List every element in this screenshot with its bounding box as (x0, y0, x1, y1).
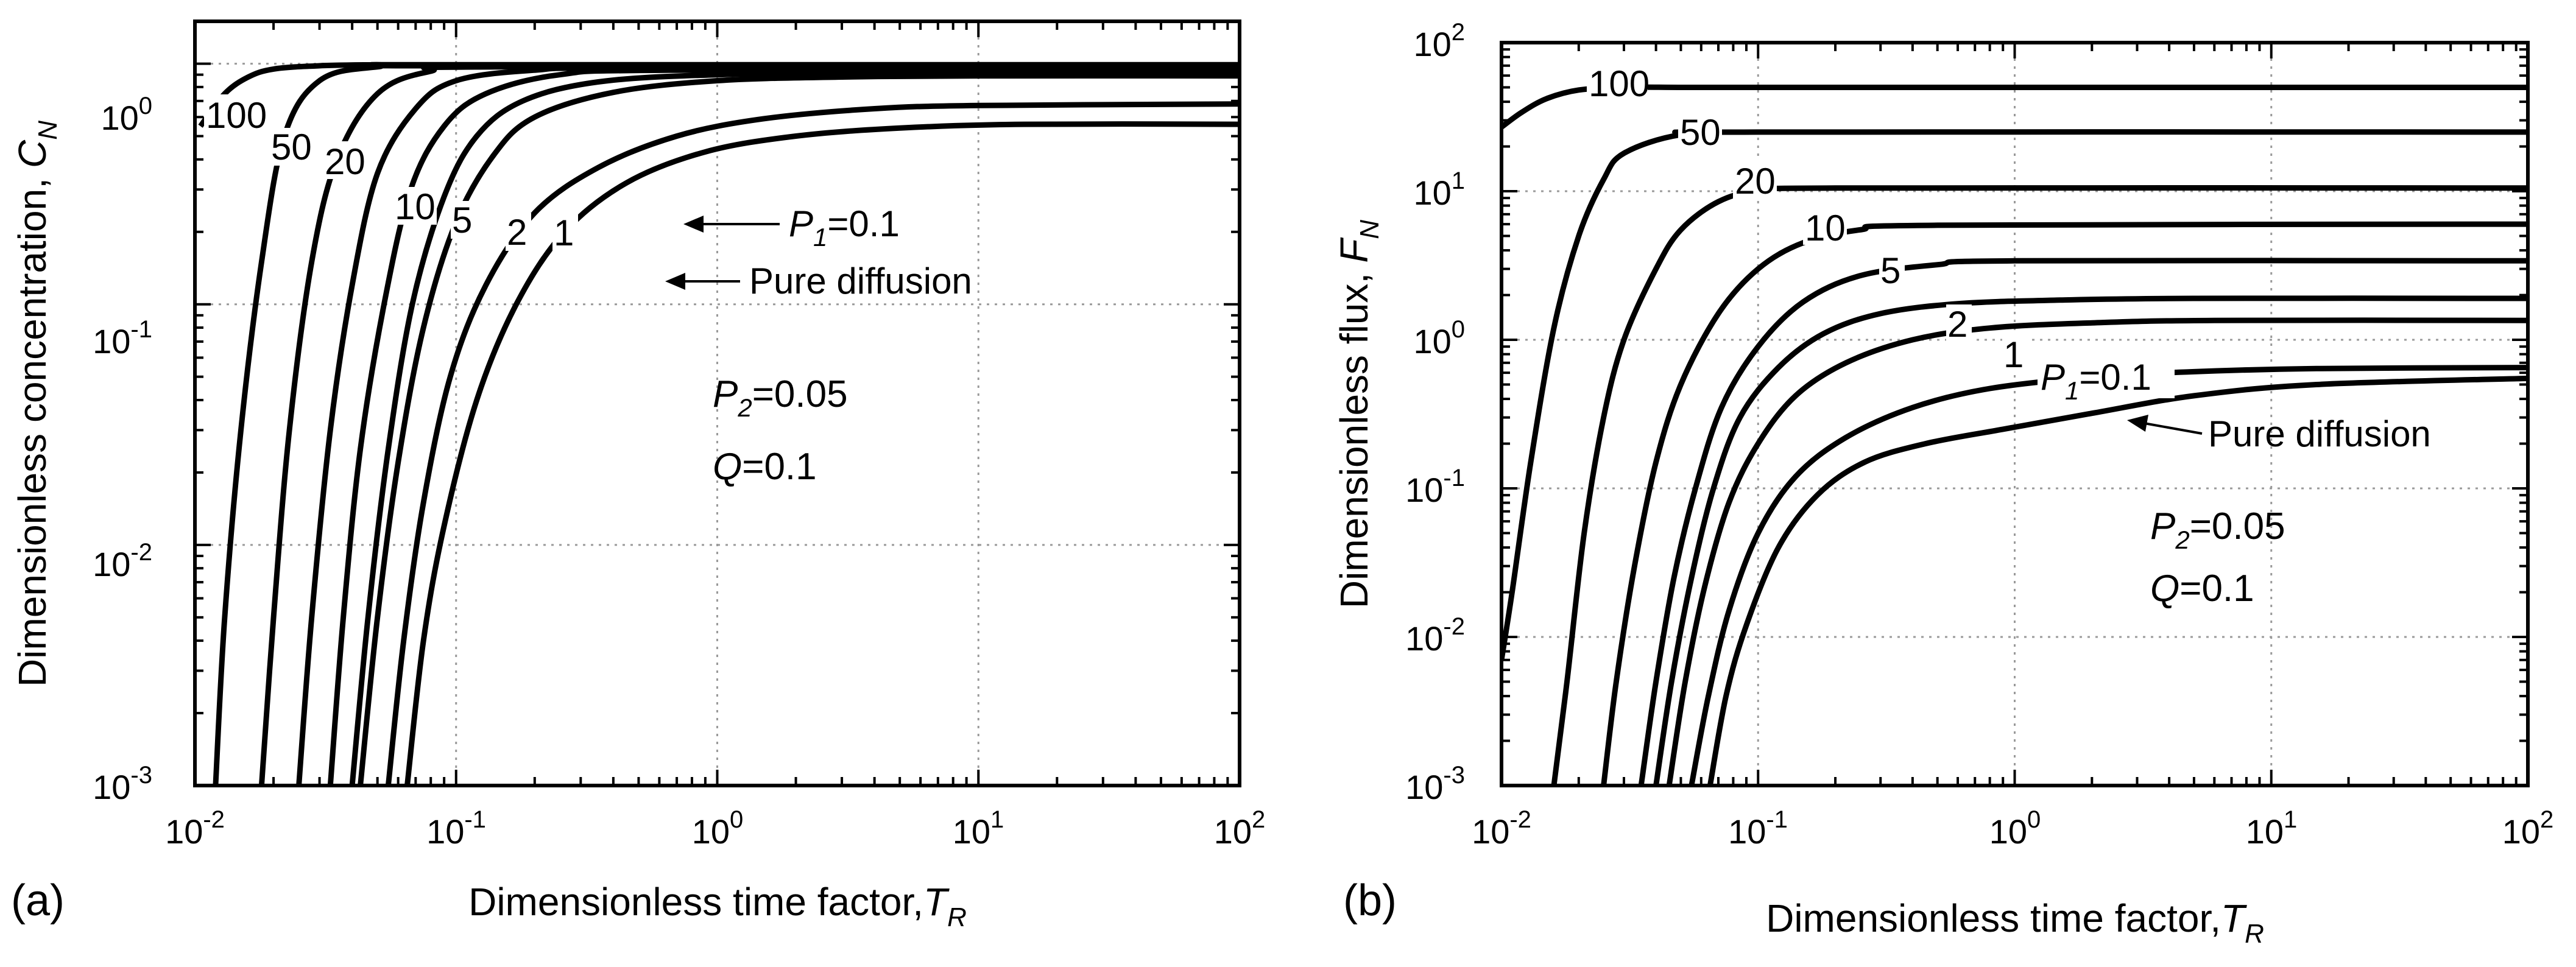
y-tick-a-0: 10-3 (93, 762, 152, 806)
curve-label-a-10: 10 (395, 186, 436, 227)
y-tick-b-2: 10-1 (1405, 465, 1465, 509)
series-line-b-50 (1501, 129, 2528, 661)
panel-b: 10-3 10-2 10-1 100 101 102 10-2 10-1 100… (1332, 19, 2553, 949)
tickmarks-b (1500, 43, 2528, 787)
x-tick-a-4: 102 (1214, 806, 1266, 851)
curve-label-a-5: 5 (452, 200, 472, 241)
y-tick-b-5: 102 (1413, 19, 1465, 63)
tickmarks-a (194, 21, 1240, 787)
series-line-b-20 (1551, 185, 2528, 786)
series-line-a-1 (358, 72, 1240, 786)
y-tick-b-0: 10-3 (1405, 762, 1465, 806)
gridlines-b (1501, 43, 2528, 786)
y-axis-label-b: Dimensionless flux,FN (1332, 220, 1385, 608)
annotations-a: P1=0.1 Pure diffusion P2=0.05 Q=0.1 (665, 203, 972, 488)
series-line-a-2 (349, 69, 1240, 786)
y-tick-a-1: 10-2 (93, 539, 152, 583)
q-param-b: Q=0.1 (2150, 568, 2254, 610)
series-line-b-1 (1666, 317, 2528, 786)
curve-label-a-100: 100 (206, 95, 267, 136)
curve-label-b-5: 5 (1880, 250, 1900, 291)
panel-tag-b: (b) (1343, 876, 1397, 925)
p2-param-a: P2=0.05 (713, 373, 848, 422)
curve-label-b-1: 1 (2003, 334, 2024, 375)
p1-label-b: P1=0.1 (2041, 357, 2151, 405)
annotations-b: P1=0.1 Pure diffusion P2=0.05 Q=0.1 (2038, 357, 2431, 610)
series-line-a-20 (258, 63, 1240, 786)
pure-label-a: Pure diffusion (749, 261, 972, 301)
curve-labels-b: 100 50 20 10 5 2 1 (1587, 63, 2028, 375)
x-tick-a-3: 101 (953, 806, 1004, 851)
curve-label-b-50: 50 (1680, 112, 1721, 153)
p1-arrowhead-a (683, 216, 704, 233)
curve-label-a-50: 50 (271, 127, 312, 167)
x-tick-b-0: 10-2 (1472, 806, 1531, 851)
x-tick-b-1: 10-1 (1728, 806, 1788, 851)
pure-label-b: Pure diffusion (2208, 413, 2431, 454)
panel-a: 10-3 10-2 10-1 100 10-2 10-1 100 101 102… (10, 19, 1266, 932)
series-line-b-100 (1501, 84, 2528, 130)
curve-label-b-20: 20 (1735, 161, 1776, 202)
curves-b (1501, 84, 2528, 786)
q-param-a: Q=0.1 (713, 446, 817, 488)
curve-label-b-10: 10 (1805, 208, 1846, 248)
x-axis-label-b: Dimensionless time factor,TR (1766, 896, 2264, 949)
series-line-b-pure-diffusion (1707, 375, 2528, 786)
y-tick-b-3: 100 (1413, 316, 1465, 360)
series-line-a-5 (327, 66, 1240, 786)
series-line-b-10 (1601, 221, 2528, 786)
x-tick-b-3: 101 (2246, 806, 2298, 851)
pure-arrowhead-a (665, 273, 685, 290)
y-tick-a-3: 100 (101, 93, 152, 137)
y-tick-b-1: 10-2 (1405, 613, 1465, 658)
x-tick-b-4: 102 (2502, 806, 2554, 851)
series-line-b-5 (1638, 258, 2528, 786)
y-tick-a-2: 10-1 (93, 316, 152, 360)
curves-a (198, 62, 1240, 786)
x-axis-label-a: Dimensionless time factor,TR (468, 880, 967, 932)
series-line-b-2 (1653, 295, 2528, 786)
x-tick-a-0: 10-2 (165, 806, 225, 851)
curve-label-a-20: 20 (325, 141, 365, 182)
p1-label-a: P1=0.1 (789, 203, 900, 251)
series-line-a-0-1 (385, 101, 1240, 786)
x-tick-b-2: 100 (1989, 806, 2041, 851)
p2-param-b: P2=0.05 (2150, 505, 2285, 554)
y-axis-label-a: Dimensionless concentration,CN (10, 121, 63, 687)
curve-label-b-2: 2 (1947, 304, 1967, 345)
x-tick-a-1: 10-1 (426, 806, 486, 851)
y-tick-b-4: 101 (1413, 167, 1465, 212)
x-tick-a-2: 100 (692, 806, 744, 851)
series-line-b-0-1 (1689, 365, 2528, 786)
pure-arrow-b (2144, 422, 2203, 435)
panel-tag-a: (a) (11, 876, 65, 925)
series-line-a-pure-diffusion (404, 121, 1240, 786)
pure-arrowhead-b (2127, 415, 2148, 432)
curve-label-b-100: 100 (1589, 63, 1650, 104)
curve-label-a-2: 2 (507, 212, 527, 253)
curve-labels-a: 100 50 20 10 5 2 1 (204, 94, 578, 253)
curve-label-a-1: 1 (554, 213, 574, 253)
